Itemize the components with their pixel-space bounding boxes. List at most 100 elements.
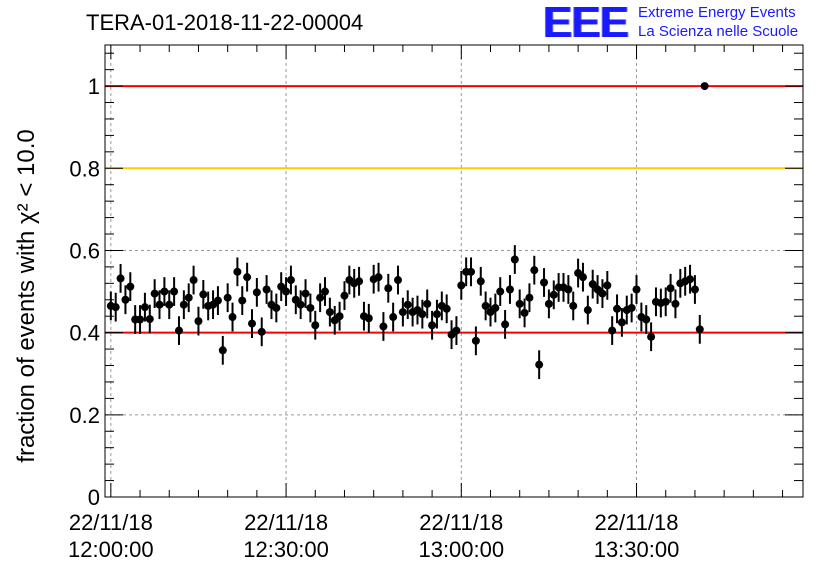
data-point — [140, 303, 149, 312]
y-tick-label: 0.4 — [69, 321, 100, 346]
data-point — [257, 327, 266, 336]
data-point — [384, 284, 393, 293]
data-point — [569, 301, 578, 310]
data-point — [520, 308, 529, 317]
data-point — [432, 310, 441, 319]
data-point — [296, 300, 305, 309]
data-point — [398, 308, 407, 317]
data-point — [549, 290, 558, 299]
data-point — [355, 277, 364, 286]
data-point — [282, 287, 291, 296]
data-point — [544, 299, 553, 308]
chart-title: TERA-01-2018-11-22-00004 — [86, 10, 364, 35]
data-point — [428, 321, 437, 330]
data-point — [262, 285, 271, 294]
data-point — [647, 332, 656, 341]
y-tick-labels: 0 0.2 0.4 0.6 0.8 1 — [69, 74, 100, 510]
data-point — [515, 299, 524, 308]
data-point — [252, 288, 261, 297]
data-point — [335, 312, 344, 321]
data-point — [695, 325, 704, 334]
data-point — [243, 273, 252, 282]
data-point — [165, 300, 174, 309]
data-point — [588, 280, 597, 289]
data-point — [286, 276, 295, 285]
x-tick-label-time: 13:00:00 — [418, 537, 504, 562]
logo-line-2: La Scienza nelle Scuole — [638, 23, 799, 40]
data-point — [116, 274, 125, 283]
data-point — [199, 290, 208, 299]
y-tick-label: 0 — [88, 485, 100, 510]
data-point — [321, 287, 330, 296]
y-tick-label: 0.8 — [69, 156, 100, 181]
data-point — [179, 300, 188, 309]
data-point — [510, 255, 519, 264]
x-tick-label-date: 22/11/18 — [244, 510, 328, 535]
data-point — [145, 315, 154, 324]
data-point — [189, 276, 198, 285]
data-point — [423, 299, 432, 308]
data-point — [325, 308, 334, 317]
data-point — [578, 273, 587, 282]
data-point — [403, 300, 412, 309]
data-point — [467, 267, 476, 276]
data-point — [238, 296, 247, 305]
data-point — [608, 326, 617, 335]
x-tick-label-date: 22/11/18 — [595, 510, 679, 535]
data-points — [106, 82, 709, 380]
data-point — [525, 293, 534, 302]
data-point — [481, 301, 490, 310]
y-tick-label: 0.2 — [69, 403, 100, 428]
data-point — [247, 319, 256, 328]
data-point — [272, 303, 281, 312]
data-point — [686, 275, 695, 284]
x-tick-label-time: 12:30:00 — [243, 537, 329, 562]
data-point — [457, 281, 466, 290]
y-axis-label: fraction of events with χ² < 10.0 — [13, 129, 40, 462]
x-tick-label-date: 22/11/18 — [69, 510, 153, 535]
data-point — [491, 303, 500, 312]
data-point — [418, 310, 427, 319]
data-point — [316, 293, 325, 302]
data-point — [666, 284, 675, 293]
data-point — [364, 314, 373, 323]
data-point — [136, 315, 145, 324]
data-point — [174, 326, 183, 335]
data-point — [170, 287, 179, 296]
x-tick-label-time: 13:30:00 — [594, 537, 680, 562]
data-point — [374, 273, 383, 282]
data-point — [277, 282, 286, 291]
data-point — [583, 306, 592, 315]
data-point — [291, 295, 300, 304]
data-point — [627, 303, 636, 312]
data-point — [121, 295, 130, 304]
data-point — [233, 267, 242, 276]
data-point — [379, 322, 388, 331]
data-point — [184, 293, 193, 302]
data-point — [228, 313, 237, 322]
data-point — [476, 277, 485, 286]
x-tick-label-date: 22/11/18 — [419, 510, 503, 535]
data-point — [218, 346, 227, 355]
data-point — [301, 289, 310, 298]
data-point — [603, 281, 612, 290]
data-point — [389, 313, 398, 322]
data-point — [496, 287, 505, 296]
data-point — [671, 299, 680, 308]
data-point — [632, 285, 641, 294]
data-point — [442, 304, 451, 313]
data-point — [642, 315, 651, 324]
data-point — [452, 326, 461, 335]
data-point — [535, 360, 544, 369]
data-point — [194, 317, 203, 326]
data-point — [223, 293, 232, 302]
data-point — [598, 289, 607, 298]
data-point — [617, 318, 626, 327]
eee-logo-text: EEE — [543, 0, 629, 47]
data-point — [540, 278, 549, 287]
data-point — [501, 320, 510, 329]
plot-frame — [104, 44, 804, 498]
x-tick-label-time: 12:00:00 — [68, 537, 154, 562]
data-point — [150, 289, 159, 298]
